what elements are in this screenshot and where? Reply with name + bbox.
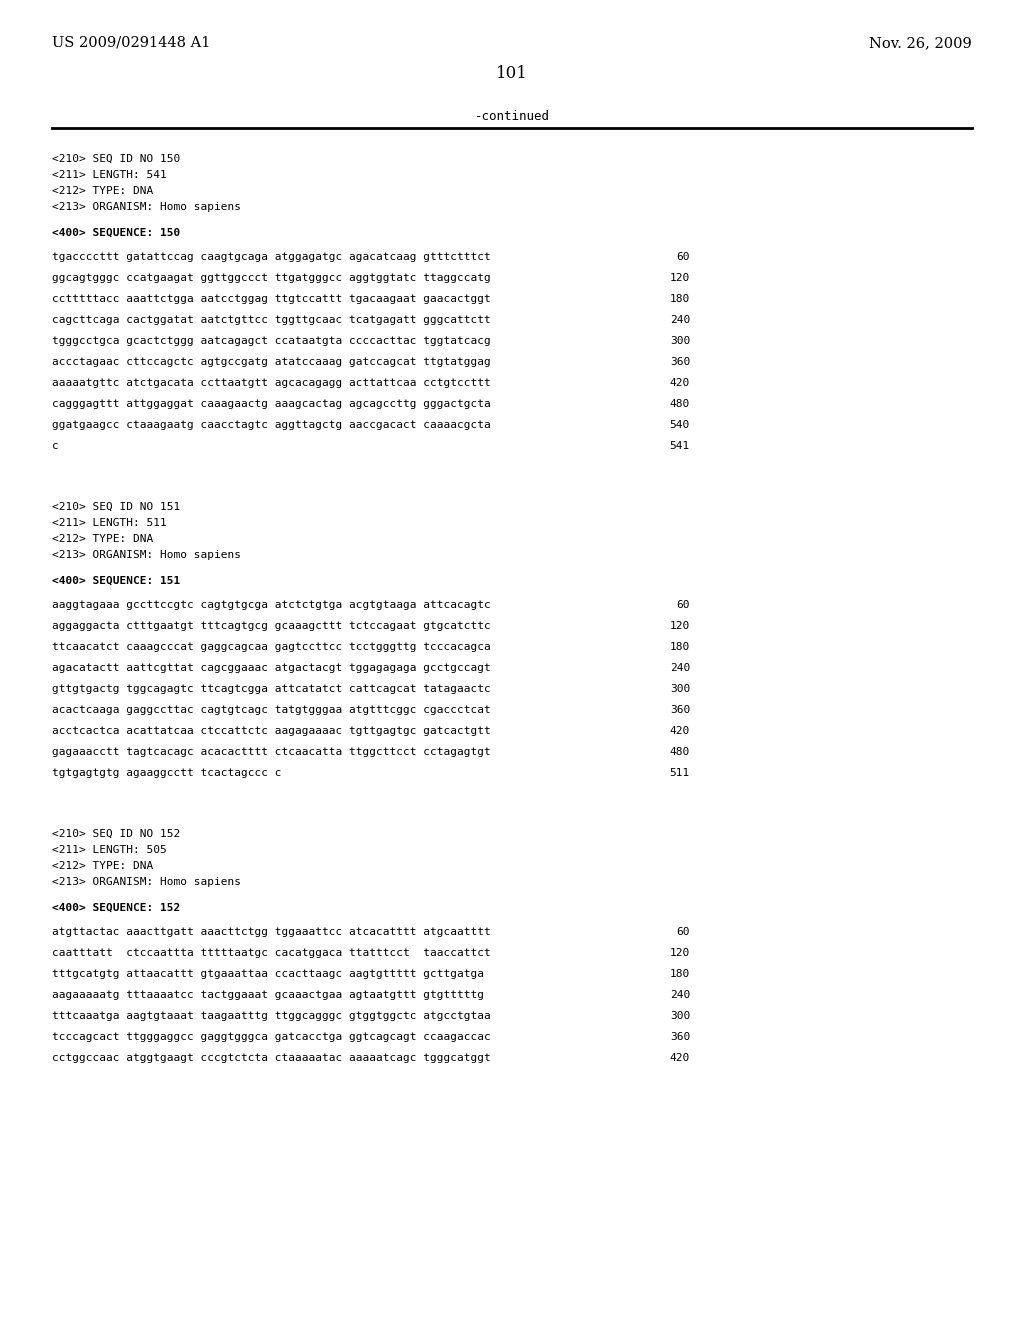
Text: <400> SEQUENCE: 152: <400> SEQUENCE: 152 xyxy=(52,903,180,913)
Text: 180: 180 xyxy=(670,642,690,652)
Text: Nov. 26, 2009: Nov. 26, 2009 xyxy=(869,36,972,50)
Text: accctagaac cttccagctc agtgccgatg atatccaaag gatccagcat ttgtatggag: accctagaac cttccagctc agtgccgatg atatcca… xyxy=(52,356,490,367)
Text: <210> SEQ ID NO 151: <210> SEQ ID NO 151 xyxy=(52,502,180,512)
Text: US 2009/0291448 A1: US 2009/0291448 A1 xyxy=(52,36,210,50)
Text: <400> SEQUENCE: 150: <400> SEQUENCE: 150 xyxy=(52,228,180,238)
Text: 120: 120 xyxy=(670,948,690,958)
Text: 300: 300 xyxy=(670,337,690,346)
Text: tttgcatgtg attaacattt gtgaaattaa ccacttaagc aagtgttttt gcttgatga: tttgcatgtg attaacattt gtgaaattaa ccactta… xyxy=(52,969,484,979)
Text: <212> TYPE: DNA: <212> TYPE: DNA xyxy=(52,535,154,544)
Text: gttgtgactg tggcagagtc ttcagtcgga attcatatct cattcagcat tatagaactc: gttgtgactg tggcagagtc ttcagtcgga attcata… xyxy=(52,684,490,694)
Text: 60: 60 xyxy=(677,252,690,261)
Text: tgaccccttt gatattccag caagtgcaga atggagatgc agacatcaag gtttctttct: tgaccccttt gatattccag caagtgcaga atggaga… xyxy=(52,252,490,261)
Text: -continued: -continued xyxy=(474,110,550,123)
Text: 360: 360 xyxy=(670,356,690,367)
Text: ggcagtgggc ccatgaagat ggttggccct ttgatgggcc aggtggtatc ttaggccatg: ggcagtgggc ccatgaagat ggttggccct ttgatgg… xyxy=(52,273,490,282)
Text: 420: 420 xyxy=(670,726,690,737)
Text: ggatgaagcc ctaaagaatg caacctagtc aggttagctg aaccgacact caaaacgcta: ggatgaagcc ctaaagaatg caacctagtc aggttag… xyxy=(52,420,490,430)
Text: 180: 180 xyxy=(670,969,690,979)
Text: 540: 540 xyxy=(670,420,690,430)
Text: acctcactca acattatcaa ctccattctc aagagaaaac tgttgagtgc gatcactgtt: acctcactca acattatcaa ctccattctc aagagaa… xyxy=(52,726,490,737)
Text: 300: 300 xyxy=(670,1011,690,1020)
Text: aagaaaaatg tttaaaatcc tactggaaat gcaaactgaa agtaatgttt gtgtttttg: aagaaaaatg tttaaaatcc tactggaaat gcaaact… xyxy=(52,990,484,1001)
Text: c: c xyxy=(52,441,58,451)
Text: <213> ORGANISM: Homo sapiens: <213> ORGANISM: Homo sapiens xyxy=(52,876,241,887)
Text: <211> LENGTH: 505: <211> LENGTH: 505 xyxy=(52,845,167,855)
Text: 60: 60 xyxy=(677,927,690,937)
Text: tcccagcact ttgggaggcc gaggtgggca gatcacctga ggtcagcagt ccaagaccac: tcccagcact ttgggaggcc gaggtgggca gatcacc… xyxy=(52,1032,490,1041)
Text: 240: 240 xyxy=(670,990,690,1001)
Text: caatttatt  ctccaattta tttttaatgc cacatggaca ttatttcct  taaccattct: caatttatt ctccaattta tttttaatgc cacatgga… xyxy=(52,948,490,958)
Text: 120: 120 xyxy=(670,620,690,631)
Text: <210> SEQ ID NO 150: <210> SEQ ID NO 150 xyxy=(52,154,180,164)
Text: 480: 480 xyxy=(670,747,690,756)
Text: cagggagttt attggaggat caaagaactg aaagcactag agcagccttg gggactgcta: cagggagttt attggaggat caaagaactg aaagcac… xyxy=(52,399,490,409)
Text: aaaaatgttc atctgacata ccttaatgtt agcacagagg acttattcaa cctgtccttt: aaaaatgttc atctgacata ccttaatgtt agcacag… xyxy=(52,378,490,388)
Text: 240: 240 xyxy=(670,315,690,325)
Text: <212> TYPE: DNA: <212> TYPE: DNA xyxy=(52,861,154,871)
Text: <210> SEQ ID NO 152: <210> SEQ ID NO 152 xyxy=(52,829,180,840)
Text: 60: 60 xyxy=(677,601,690,610)
Text: 300: 300 xyxy=(670,684,690,694)
Text: tgggcctgca gcactctggg aatcagagct ccataatgta ccccacttac tggtatcacg: tgggcctgca gcactctggg aatcagagct ccataat… xyxy=(52,337,490,346)
Text: 120: 120 xyxy=(670,273,690,282)
Text: 511: 511 xyxy=(670,768,690,777)
Text: tttcaaatga aagtgtaaat taagaatttg ttggcagggc gtggtggctc atgcctgtaa: tttcaaatga aagtgtaaat taagaatttg ttggcag… xyxy=(52,1011,490,1020)
Text: tgtgagtgtg agaaggcctt tcactagccc c: tgtgagtgtg agaaggcctt tcactagccc c xyxy=(52,768,282,777)
Text: cagcttcaga cactggatat aatctgttcc tggttgcaac tcatgagatt gggcattctt: cagcttcaga cactggatat aatctgttcc tggttgc… xyxy=(52,315,490,325)
Text: 240: 240 xyxy=(670,663,690,673)
Text: aaggtagaaa gccttccgtc cagtgtgcga atctctgtga acgtgtaaga attcacagtc: aaggtagaaa gccttccgtc cagtgtgcga atctctg… xyxy=(52,601,490,610)
Text: 420: 420 xyxy=(670,378,690,388)
Text: 360: 360 xyxy=(670,705,690,715)
Text: gagaaacctt tagtcacagc acacactttt ctcaacatta ttggcttcct cctagagtgt: gagaaacctt tagtcacagc acacactttt ctcaaca… xyxy=(52,747,490,756)
Text: cctggccaac atggtgaagt cccgtctcta ctaaaaatac aaaaatcagc tgggcatggt: cctggccaac atggtgaagt cccgtctcta ctaaaaa… xyxy=(52,1053,490,1063)
Text: agacatactt aattcgttat cagcggaaac atgactacgt tggagagaga gcctgccagt: agacatactt aattcgttat cagcggaaac atgacta… xyxy=(52,663,490,673)
Text: <213> ORGANISM: Homo sapiens: <213> ORGANISM: Homo sapiens xyxy=(52,550,241,560)
Text: 360: 360 xyxy=(670,1032,690,1041)
Text: 101: 101 xyxy=(496,65,528,82)
Text: 420: 420 xyxy=(670,1053,690,1063)
Text: <212> TYPE: DNA: <212> TYPE: DNA xyxy=(52,186,154,195)
Text: <211> LENGTH: 541: <211> LENGTH: 541 xyxy=(52,170,167,180)
Text: atgttactac aaacttgatt aaacttctgg tggaaattcc atcacatttt atgcaatttt: atgttactac aaacttgatt aaacttctgg tggaaat… xyxy=(52,927,490,937)
Text: acactcaaga gaggccttac cagtgtcagc tatgtgggaa atgtttcggc cgaccctcat: acactcaaga gaggccttac cagtgtcagc tatgtgg… xyxy=(52,705,490,715)
Text: aggaggacta ctttgaatgt tttcagtgcg gcaaagcttt tctccagaat gtgcatcttc: aggaggacta ctttgaatgt tttcagtgcg gcaaagc… xyxy=(52,620,490,631)
Text: 180: 180 xyxy=(670,294,690,304)
Text: <400> SEQUENCE: 151: <400> SEQUENCE: 151 xyxy=(52,576,180,586)
Text: ttcaacatct caaagcccat gaggcagcaa gagtccttcc tcctgggttg tcccacagca: ttcaacatct caaagcccat gaggcagcaa gagtcct… xyxy=(52,642,490,652)
Text: <213> ORGANISM: Homo sapiens: <213> ORGANISM: Homo sapiens xyxy=(52,202,241,213)
Text: 541: 541 xyxy=(670,441,690,451)
Text: cctttttacc aaattctgga aatcctggag ttgtccattt tgacaagaat gaacactggt: cctttttacc aaattctgga aatcctggag ttgtcca… xyxy=(52,294,490,304)
Text: 480: 480 xyxy=(670,399,690,409)
Text: <211> LENGTH: 511: <211> LENGTH: 511 xyxy=(52,517,167,528)
